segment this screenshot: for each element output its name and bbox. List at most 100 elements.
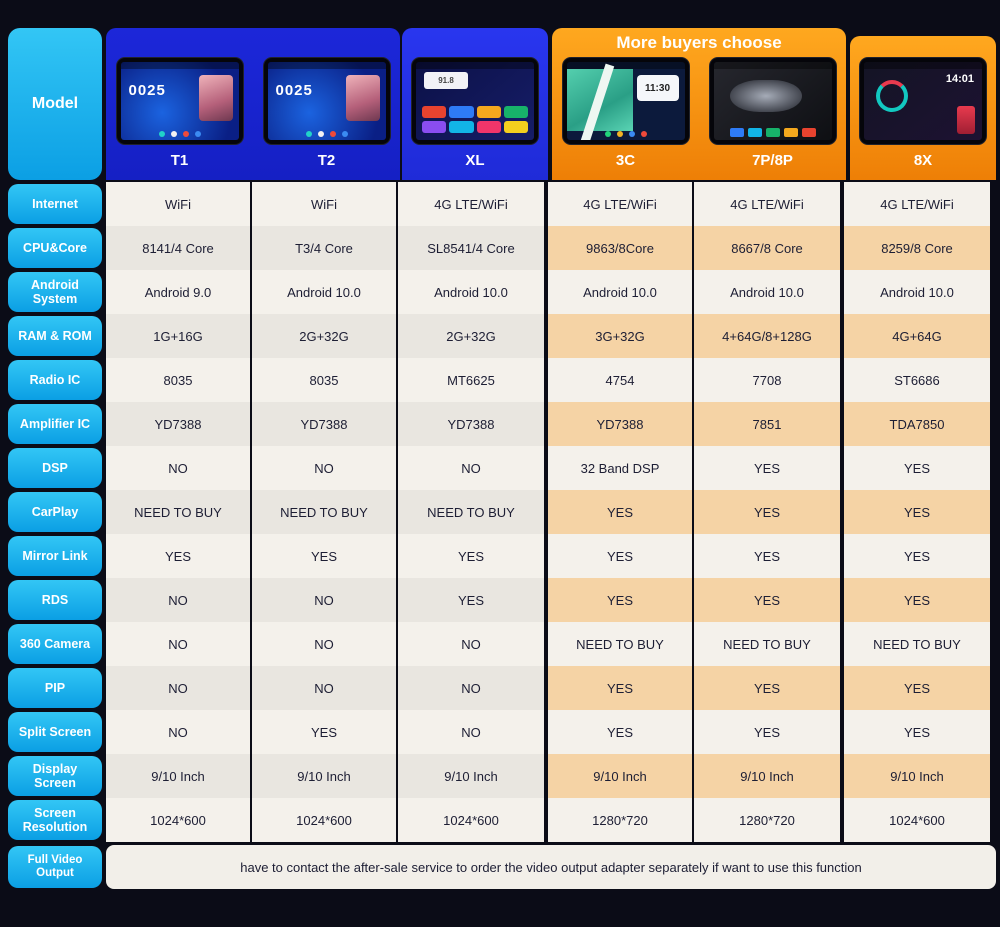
spec-cell: 1280*720: [694, 798, 840, 842]
nav-dots: [121, 131, 239, 137]
column-name-xl: XL: [465, 152, 485, 169]
spec-cell: 8259/8 Core: [844, 226, 990, 270]
spec-cell: 7708: [694, 358, 840, 402]
spec-cell: 8141/4 Core: [106, 226, 252, 270]
device-screen: 91.8: [416, 62, 534, 140]
spec-cell: NO: [106, 446, 252, 490]
spec-cell: SL8541/4 Core: [398, 226, 544, 270]
screen-clock: 11:30: [636, 75, 679, 101]
spec-cell: Android 10.0: [398, 270, 544, 314]
spec-cell: NO: [106, 666, 252, 710]
row-label: CPU&Core: [8, 228, 102, 268]
footer-note: have to contact the after-sale service t…: [106, 845, 996, 889]
spec-cell: 9/10 Inch: [252, 754, 398, 798]
spec-cell: YES: [694, 710, 840, 754]
spec-cell: YES: [694, 666, 840, 710]
spec-cell: NO: [252, 578, 398, 622]
spec-cell: YES: [106, 534, 252, 578]
spec-cell: WiFi: [252, 182, 398, 226]
spec-cell: YES: [844, 490, 990, 534]
device-screen: 11:30: [566, 62, 685, 140]
spec-cell: YES: [694, 534, 840, 578]
spec-cell: YES: [398, 578, 544, 622]
spec-cell: NEED TO BUY: [106, 490, 252, 534]
spec-cell: YES: [252, 534, 398, 578]
column-header-7p8p: 7P/8P: [699, 58, 846, 169]
spec-row-mirror-link: Mirror Link YES YES YES YES YES YES: [8, 534, 996, 578]
spec-row-display-screen: Display Screen 9/10 Inch 9/10 Inch 9/10 Inc…: [8, 754, 996, 798]
screen-statusbar: [416, 62, 534, 69]
spec-cell: YES: [694, 578, 840, 622]
header-group-8x: 14:01 8X: [850, 36, 996, 180]
spec-cell: 1024*600: [106, 798, 252, 842]
spec-cell: 3G+32G: [548, 314, 694, 358]
row-label: Display Screen: [8, 756, 102, 796]
spec-row-split-screen: Split Screen NO YES NO YES YES YES: [8, 710, 996, 754]
nav-dots: [567, 131, 685, 137]
spec-cell: T3/4 Core: [252, 226, 398, 270]
spec-cell: WiFi: [106, 182, 252, 226]
spec-row-rds: RDS NO NO YES YES YES YES: [8, 578, 996, 622]
column-name-t1: T1: [170, 152, 189, 169]
spec-cell: TDA7850: [844, 402, 990, 446]
spec-cell: NO: [398, 710, 544, 754]
spec-cell: 4G LTE/WiFi: [694, 182, 840, 226]
spec-cell: 4754: [548, 358, 694, 402]
product-comparison-table: Model 0025 T1: [8, 28, 996, 890]
spec-cell: NEED TO BUY: [398, 490, 544, 534]
spec-cell: 8035: [106, 358, 252, 402]
spec-row-360-camera: 360 Camera NO NO NO NEED TO BUY NEED TO BUY NE…: [8, 622, 996, 666]
spec-cell: YES: [548, 710, 694, 754]
nav-dots: [268, 131, 386, 137]
spec-cell: 1024*600: [844, 798, 990, 842]
spec-cell: NO: [252, 446, 398, 490]
spec-cell: YES: [252, 710, 398, 754]
spec-cell: 4G LTE/WiFi: [548, 182, 694, 226]
spec-cell: YES: [548, 490, 694, 534]
header-group-t1-t2: 0025 T1 0025: [106, 28, 400, 180]
spec-cell: 2G+32G: [252, 314, 398, 358]
row-label: Screen Resolution: [8, 800, 102, 840]
column-name-3c: 3C: [615, 152, 636, 169]
spec-cell: Android 10.0: [694, 270, 840, 314]
device-screenshot-7p8p: [709, 58, 836, 144]
column-name-7p8p: 7P/8P: [752, 152, 793, 169]
spec-cell: NO: [398, 622, 544, 666]
spec-cell: 1280*720: [548, 798, 694, 842]
device-screen: 0025: [267, 62, 386, 140]
spec-cell: NO: [106, 578, 252, 622]
header-slots: 0025 T1 0025: [106, 58, 400, 169]
spec-cell: Android 9.0: [106, 270, 252, 314]
column-header-3c: 11:30 3C: [552, 58, 699, 169]
spec-rows: Internet WiFi WiFi 4G LTE/WiFi 4G LTE/WiFi 4G…: [8, 182, 996, 842]
spec-cell: 8035: [252, 358, 398, 402]
screen-map: [566, 69, 633, 131]
row-label: Amplifier IC: [8, 404, 102, 444]
row-label: RDS: [8, 580, 102, 620]
spec-cell: Android 10.0: [548, 270, 694, 314]
screen-statusbar: [566, 62, 685, 69]
screen-red-panel: [957, 106, 975, 134]
column-header-8x: 14:01 8X: [850, 58, 996, 169]
more-buyers-banner: More buyers choose: [616, 33, 782, 52]
spec-cell: 4G+64G: [844, 314, 990, 358]
spec-cell: NEED TO BUY: [844, 622, 990, 666]
device-screenshot-3c: 11:30: [562, 58, 689, 144]
spec-cell: YES: [398, 534, 544, 578]
screen-car-image: [729, 80, 802, 112]
column-header-t2: 0025 T2: [253, 58, 400, 169]
row-label: DSP: [8, 448, 102, 488]
spec-cell: 9/10 Inch: [106, 754, 252, 798]
row-label: 360 Camera: [8, 624, 102, 664]
spec-cell: NO: [398, 446, 544, 490]
spec-cell: 1G+16G: [106, 314, 252, 358]
spec-cell: NO: [106, 710, 252, 754]
spec-cell: 4G LTE/WiFi: [398, 182, 544, 226]
spec-cell: YES: [844, 710, 990, 754]
spec-cell: NO: [252, 666, 398, 710]
spec-row-amplifier-ic: Amplifier IC YD7388 YD7388 YD7388 YD7388 7851…: [8, 402, 996, 446]
spec-cell: 7851: [694, 402, 840, 446]
row-label: PIP: [8, 668, 102, 708]
spec-cell: ST6686: [844, 358, 990, 402]
spec-cell: YD7388: [398, 402, 544, 446]
